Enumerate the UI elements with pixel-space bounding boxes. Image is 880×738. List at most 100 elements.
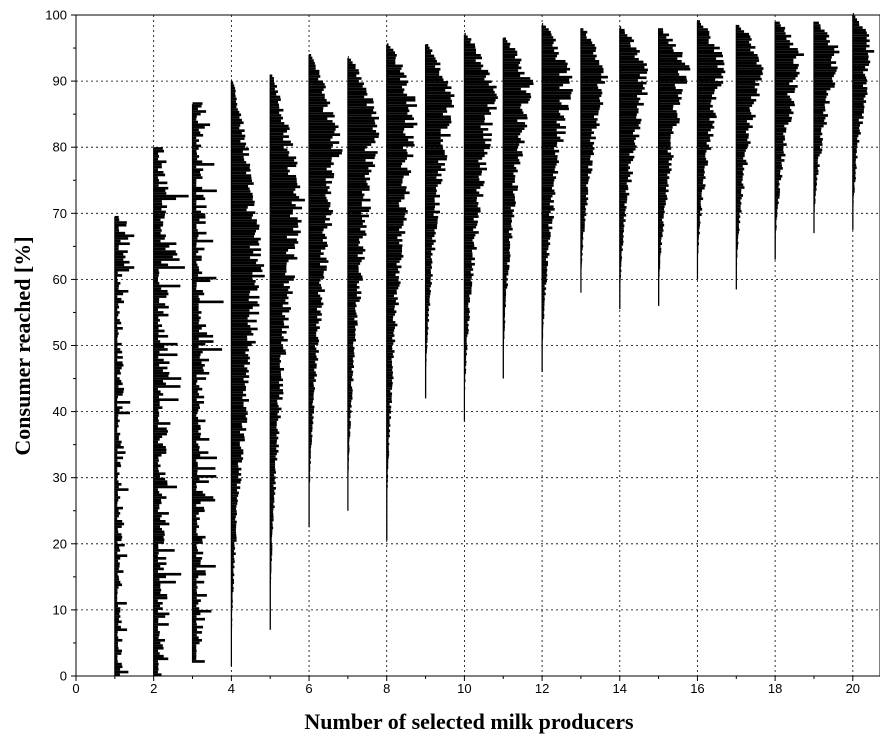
histogram-bar (231, 192, 253, 196)
histogram-bar (697, 70, 726, 74)
histogram-bar (231, 216, 252, 220)
histogram-bar (580, 237, 584, 240)
histogram-bar (386, 511, 388, 515)
histogram-bar (852, 129, 860, 132)
histogram-bar (386, 403, 390, 406)
histogram-bar (658, 197, 668, 201)
histogram-bar (386, 365, 393, 369)
histogram-bar (153, 210, 166, 214)
histogram-bar (542, 213, 550, 216)
histogram-bar (542, 369, 543, 372)
histogram-bar (464, 46, 476, 49)
histogram-bar (580, 59, 600, 63)
histogram-bar (153, 305, 169, 309)
histogram-bar (309, 321, 319, 324)
histogram-bar (464, 130, 484, 134)
histogram-bar (270, 103, 279, 107)
histogram-bar (386, 241, 400, 245)
histogram-bar (114, 414, 119, 417)
histogram-bar (542, 245, 549, 248)
histogram-bar (231, 544, 235, 548)
histogram-bar (114, 284, 119, 288)
histogram-bar (114, 266, 135, 269)
histogram-bar (775, 217, 777, 220)
histogram-bar (386, 434, 390, 438)
histogram-bar (270, 468, 276, 472)
histogram-bar (542, 165, 556, 169)
histogram-bar (619, 63, 647, 66)
histogram-bar (619, 219, 626, 222)
histogram-bar (231, 449, 244, 452)
histogram-bar (775, 243, 776, 247)
histogram-bar (192, 628, 198, 632)
histogram-bar (347, 211, 362, 215)
histogram-bar (114, 316, 118, 320)
histogram-bar (658, 192, 666, 195)
histogram-bar (386, 294, 394, 298)
histogram-bar (464, 69, 489, 73)
histogram-bar (619, 277, 621, 281)
histogram-bar (658, 118, 680, 121)
histogram-bar (503, 193, 515, 197)
histogram-bar (231, 629, 233, 632)
distribution-19 (813, 21, 840, 234)
histogram-bar (231, 613, 233, 616)
histogram-bar (231, 269, 263, 273)
histogram-bar (192, 657, 197, 661)
histogram-bar (619, 131, 634, 135)
histogram-bar (503, 209, 514, 212)
histogram-bar (309, 323, 317, 327)
histogram-bar (619, 166, 631, 170)
histogram-bar (697, 94, 713, 97)
histogram-bar (619, 84, 643, 88)
histogram-bar (270, 492, 276, 495)
histogram-bar (852, 134, 859, 138)
histogram-bar (231, 660, 232, 664)
histogram-bar (425, 192, 437, 195)
histogram-bar (736, 273, 737, 277)
histogram-bar (192, 358, 209, 362)
histogram-bar (464, 85, 497, 89)
histogram-bar (813, 159, 818, 162)
histogram-bar (231, 206, 248, 209)
histogram-bar (425, 245, 432, 248)
histogram-bar (580, 271, 582, 275)
histogram-bar (503, 317, 505, 321)
histogram-bar (192, 430, 199, 433)
histogram-bar (736, 61, 757, 65)
histogram-bar (464, 339, 467, 343)
histogram-bar (619, 306, 621, 310)
histogram-bar (114, 274, 123, 277)
histogram-bar (114, 636, 119, 639)
histogram-bar (580, 102, 604, 105)
histogram-bar (270, 590, 271, 593)
distribution-2 (153, 147, 189, 676)
histogram-bar (580, 131, 594, 134)
histogram-bar (309, 284, 322, 287)
histogram-bar (425, 52, 431, 55)
histogram-bar (114, 646, 119, 650)
histogram-bar (231, 171, 247, 175)
distribution-15 (658, 28, 691, 306)
histogram-bar (852, 169, 856, 172)
histogram-bar (464, 220, 478, 224)
histogram-bar (231, 327, 258, 331)
histogram-bar (231, 414, 246, 418)
histogram-bar (542, 70, 567, 74)
histogram-bar (231, 343, 252, 347)
histogram-bar (270, 383, 284, 387)
histogram-bar (309, 59, 314, 62)
histogram-bar (852, 84, 863, 88)
histogram-bar (192, 424, 201, 428)
histogram-bar (153, 208, 162, 211)
histogram-bar (464, 344, 468, 348)
histogram-bar (347, 492, 349, 495)
histogram-bar (114, 218, 120, 222)
x-tick-label: 6 (305, 681, 312, 696)
histogram-bar (192, 305, 199, 309)
histogram-bar (697, 173, 704, 177)
histogram-bar (464, 35, 468, 39)
histogram-bar (658, 152, 672, 156)
histogram-bar (619, 266, 621, 270)
histogram-bar (270, 481, 276, 485)
